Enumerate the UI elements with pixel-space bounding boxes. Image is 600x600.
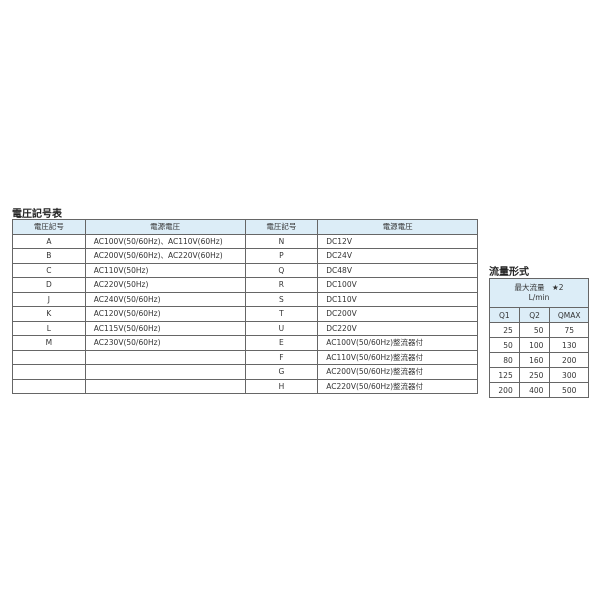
qmax-value: 200	[549, 352, 589, 368]
power-voltage: DC110V	[317, 291, 478, 307]
power-voltage: AC220V(50/60Hz)整流器付	[317, 378, 478, 394]
table-row: K AC120V(50/60Hz) T DC200V	[12, 306, 478, 322]
q1-value: 200	[489, 382, 520, 398]
power-voltage: AC230V(50/60Hz)	[84, 335, 246, 351]
voltage-symbol: F	[244, 349, 319, 365]
header-voltage-symbol: 電圧記号	[244, 219, 319, 235]
table-row: G AC200V(50/60Hz)整流器付	[12, 364, 478, 380]
max-flow-header: 最大流量 ★2 L/min	[489, 278, 589, 308]
q2-value: 100	[518, 337, 551, 353]
table-row: 25 50 75	[489, 322, 589, 338]
header-q2: Q2	[518, 307, 551, 323]
table-row: L AC115V(50/60Hz) U DC220V	[12, 320, 478, 336]
header-voltage-symbol: 電圧記号	[12, 219, 86, 235]
table-row: H AC220V(50/60Hz)整流器付	[12, 378, 478, 394]
voltage-symbol: R	[244, 277, 319, 293]
power-voltage: DC24V	[317, 248, 478, 264]
power-voltage: AC200V(50/60Hz)整流器付	[317, 364, 478, 380]
voltage-symbol: N	[244, 233, 319, 249]
power-voltage: AC240V(50/60Hz)	[84, 291, 246, 307]
power-voltage: AC100V(50/60Hz)、AC110V(60Hz)	[84, 233, 246, 249]
voltage-symbol	[12, 349, 86, 365]
power-voltage: AC100V(50/60Hz)整流器付	[317, 335, 478, 351]
q2-value: 250	[518, 367, 551, 383]
power-voltage: AC200V(50/60Hz)、AC220V(60Hz)	[84, 248, 246, 264]
voltage-symbol: L	[12, 320, 86, 336]
voltage-symbol: B	[12, 248, 86, 264]
voltage-symbol: C	[12, 262, 86, 278]
power-voltage: AC110V(50/60Hz)整流器付	[317, 349, 478, 365]
power-voltage: AC220V(50Hz)	[84, 277, 246, 293]
voltage-symbol: P	[244, 248, 319, 264]
qmax-value: 300	[549, 367, 589, 383]
power-voltage: AC120V(50/60Hz)	[84, 306, 246, 322]
power-voltage: DC200V	[317, 306, 478, 322]
voltage-symbol: H	[244, 378, 319, 394]
table-row: M AC230V(50/60Hz) E AC100V(50/60Hz)整流器付	[12, 335, 478, 351]
voltage-symbol: T	[244, 306, 319, 322]
voltage-symbol: S	[244, 291, 319, 307]
power-voltage: DC48V	[317, 262, 478, 278]
max-flow-label: 最大流量 ★2	[514, 283, 564, 292]
header-power-voltage: 電源電圧	[84, 219, 246, 235]
header-q1: Q1	[489, 307, 520, 323]
table-row: J AC240V(50/60Hz) S DC110V	[12, 291, 478, 307]
table-row: F AC110V(50/60Hz)整流器付	[12, 349, 478, 365]
power-voltage: AC110V(50Hz)	[84, 262, 246, 278]
qmax-value: 500	[549, 382, 589, 398]
table-row: C AC110V(50Hz) Q DC48V	[12, 262, 478, 278]
table-row: D AC220V(50Hz) R DC100V	[12, 277, 478, 293]
q1-value: 125	[489, 367, 520, 383]
voltage-symbol	[12, 378, 86, 394]
q2-value: 50	[518, 322, 551, 338]
voltage-symbol: G	[244, 364, 319, 380]
q2-value: 400	[518, 382, 551, 398]
table-row: 50 100 130	[489, 337, 589, 353]
voltage-symbol: M	[12, 335, 86, 351]
qmax-value: 130	[549, 337, 589, 353]
power-voltage: AC115V(50/60Hz)	[84, 320, 246, 336]
header-power-voltage: 電源電圧	[317, 219, 478, 235]
flow-type-table: 最大流量 ★2 L/min Q1 Q2 QMAX 25 50 75 50 100 130 80…	[489, 278, 589, 398]
power-voltage	[84, 364, 246, 380]
q1-value: 25	[489, 322, 520, 338]
table-row: 80 160 200	[489, 352, 589, 368]
power-voltage: DC220V	[317, 320, 478, 336]
voltage-symbol: J	[12, 291, 86, 307]
table-row: A AC100V(50/60Hz)、AC110V(60Hz) N DC12V	[12, 233, 478, 249]
power-voltage	[84, 378, 246, 394]
table-row: B AC200V(50/60Hz)、AC220V(60Hz) P DC24V	[12, 248, 478, 264]
header-qmax: QMAX	[549, 307, 589, 323]
voltage-symbol: D	[12, 277, 86, 293]
table-row: 125 250 300	[489, 367, 589, 383]
power-voltage	[84, 349, 246, 365]
table-row: 200 400 500	[489, 382, 589, 398]
voltage-symbol: U	[244, 320, 319, 336]
voltage-symbol: E	[244, 335, 319, 351]
flow-table-title: 流量形式	[489, 267, 529, 278]
q2-value: 160	[518, 352, 551, 368]
q1-value: 50	[489, 337, 520, 353]
qmax-value: 75	[549, 322, 589, 338]
power-voltage: DC100V	[317, 277, 478, 293]
voltage-symbol	[12, 364, 86, 380]
voltage-table-title: 電圧記号表	[12, 209, 62, 220]
voltage-symbol: K	[12, 306, 86, 322]
voltage-symbol-table: 電圧記号 電源電圧 電圧記号 電源電圧 A AC100V(50/60Hz)、AC1…	[12, 219, 478, 394]
voltage-symbol: Q	[244, 262, 319, 278]
voltage-symbol: A	[12, 233, 86, 249]
q1-value: 80	[489, 352, 520, 368]
unit-label: L/min	[528, 293, 550, 302]
power-voltage: DC12V	[317, 233, 478, 249]
